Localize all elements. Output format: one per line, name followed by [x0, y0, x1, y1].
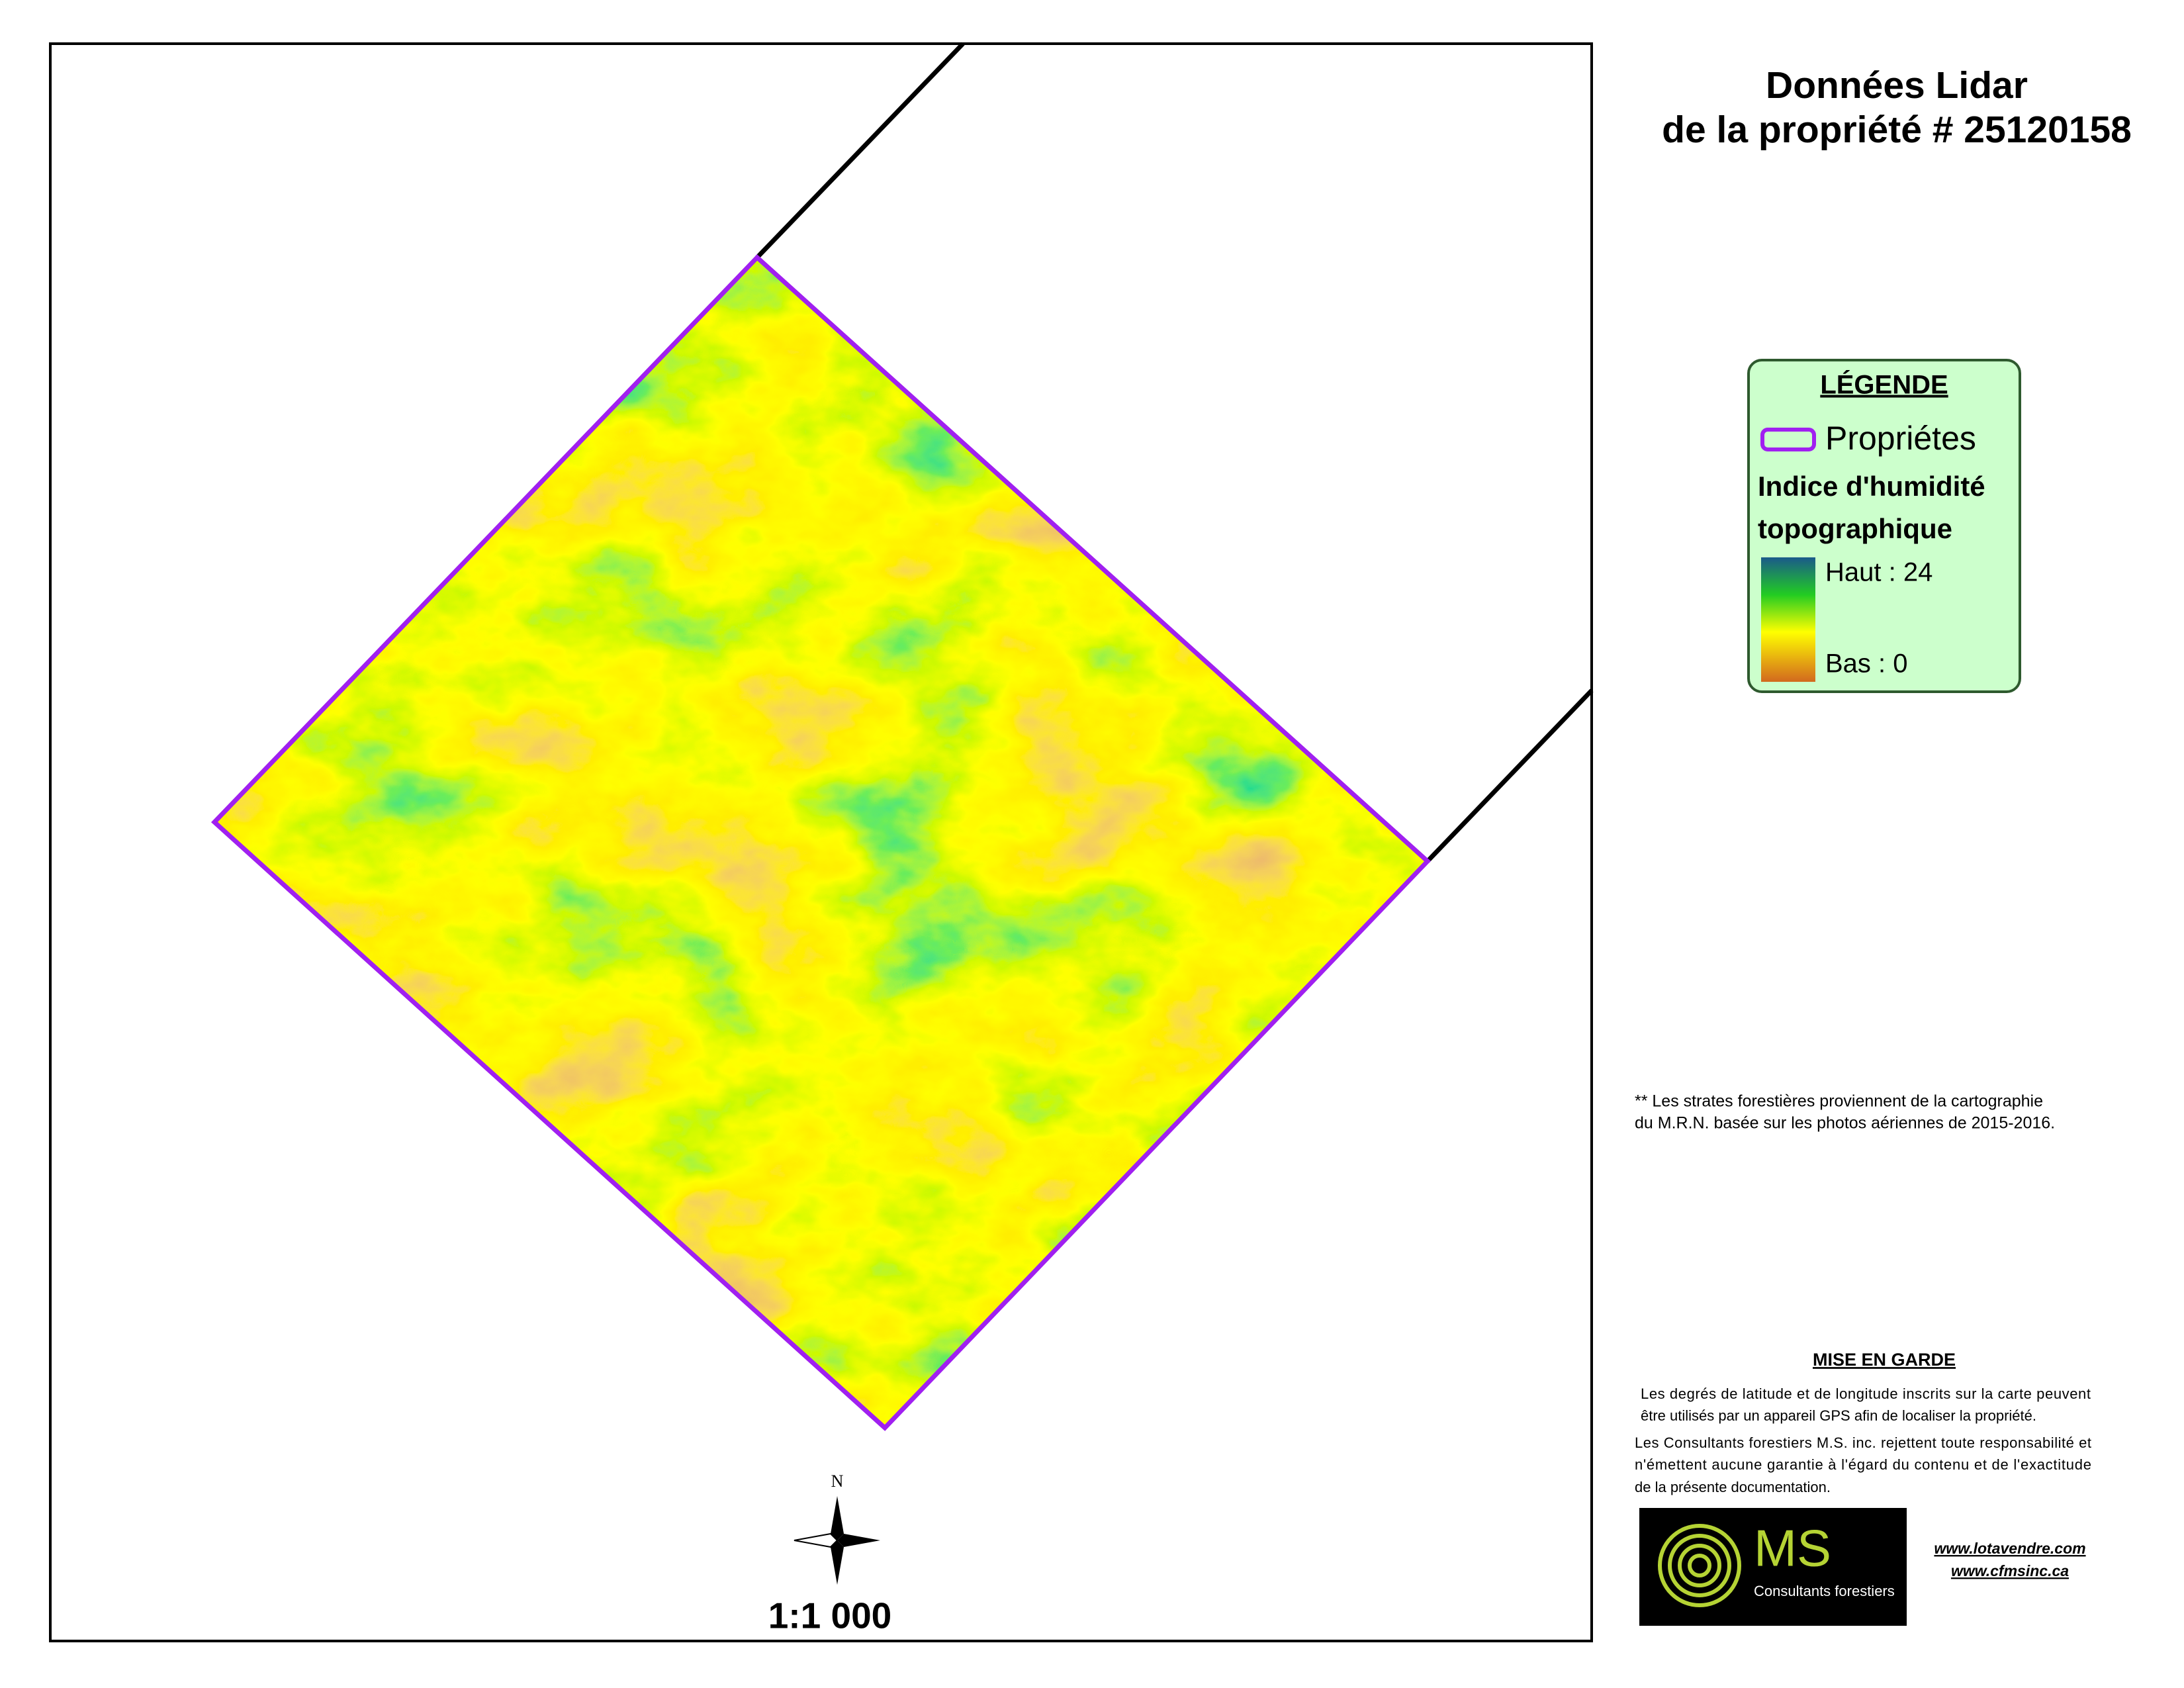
warning-text: n'émettent aucune garantie à l'égard du …	[1635, 1456, 2091, 1473]
legend-swatch	[1760, 428, 1816, 451]
logo-name: Consultants forestiers	[1754, 1583, 1895, 1599]
legend-box	[1747, 359, 2021, 693]
warning-text: être utilisés par un appareil GPS afin d…	[1641, 1407, 2036, 1424]
legend-label: topographique	[1758, 513, 1952, 544]
logo-rings	[1658, 1524, 1741, 1607]
lot-line	[1426, 688, 1594, 863]
property-boundary	[210, 254, 1432, 1431]
legend-label: Haut : 24	[1825, 558, 1933, 587]
legend-ramp	[1761, 557, 1815, 682]
legend-label: Propriétes	[1825, 420, 1976, 457]
north-label: N	[831, 1472, 844, 1491]
legend-title: LÉGENDE	[1820, 370, 1948, 400]
logo-mark: MS	[1754, 1519, 1831, 1577]
note: du M.R.N. basée sur les photos aériennes…	[1635, 1114, 2055, 1133]
north-arrow	[794, 1496, 880, 1585]
link[interactable]: www.lotavendre.com	[1934, 1540, 2085, 1557]
warning-text: Les degrés de latitude et de longitude i…	[1641, 1385, 2091, 1402]
legend-label: Bas : 0	[1825, 649, 1908, 679]
warning-title: MISE EN GARDE	[1813, 1350, 1956, 1370]
link[interactable]: www.cfmsinc.ca	[1951, 1562, 2069, 1579]
title: Données Lidar	[1766, 64, 2028, 107]
legend-label: Indice d'humidité	[1758, 471, 1985, 502]
warning-text: Les Consultants forestiers M.S. inc. rej…	[1635, 1434, 2091, 1451]
scale: 1:1 000	[768, 1595, 892, 1636]
title: de la propriété # 25120158	[1662, 109, 2132, 151]
warning-text: de la présente documentation.	[1635, 1479, 1831, 1495]
note: ** Les strates forestières proviennent d…	[1635, 1092, 2043, 1111]
lot-line	[755, 42, 965, 259]
